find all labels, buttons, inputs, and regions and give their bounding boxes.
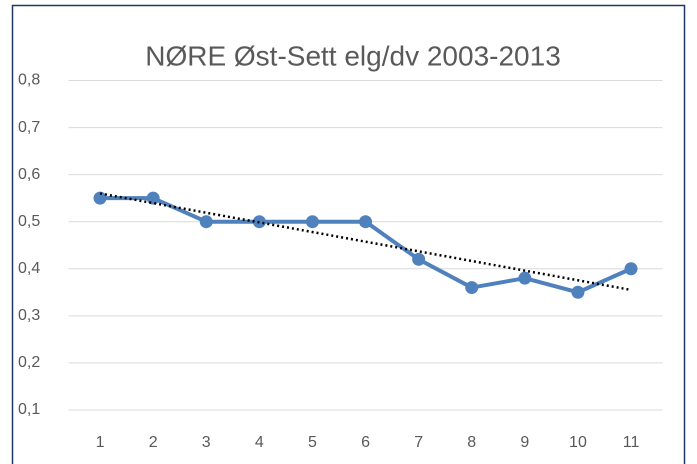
- y-tick-label: 0,2: [18, 354, 40, 371]
- x-tick-label: 1: [96, 434, 105, 451]
- y-tick-label: 0,1: [18, 401, 40, 418]
- x-tick-label: 6: [361, 434, 370, 451]
- y-tick-label: 0,5: [18, 213, 40, 230]
- y-tick-label: 0,4: [18, 260, 40, 277]
- data-point: [624, 262, 638, 276]
- data-point: [305, 215, 319, 229]
- y-tick-label: 0,7: [18, 119, 40, 136]
- x-tick-label: 10: [569, 434, 587, 451]
- y-tick-label: 0,6: [18, 166, 40, 183]
- x-tick-label: 7: [414, 434, 423, 451]
- x-tick-label: 11: [623, 434, 640, 451]
- data-point: [518, 271, 532, 285]
- data-point: [359, 215, 373, 229]
- x-tick-label: 3: [202, 434, 211, 451]
- data-point: [412, 252, 426, 266]
- data-point: [93, 191, 107, 205]
- data-point: [571, 285, 585, 299]
- x-tick-label: 9: [520, 434, 529, 451]
- data-point: [465, 281, 479, 295]
- x-tick-label: 4: [255, 434, 264, 451]
- chart-border: [11, 4, 686, 464]
- data-point: [199, 215, 213, 229]
- data-point: [146, 191, 160, 205]
- x-tick-label: 8: [467, 434, 476, 451]
- chart-title: NØRE Øst-Sett elg/dv 2003-2013: [145, 40, 561, 71]
- y-tick-label: 0,3: [18, 307, 40, 324]
- y-tick-label: 0,8: [18, 72, 40, 89]
- x-tick-label: 2: [149, 434, 158, 451]
- x-tick-label: 5: [308, 434, 317, 451]
